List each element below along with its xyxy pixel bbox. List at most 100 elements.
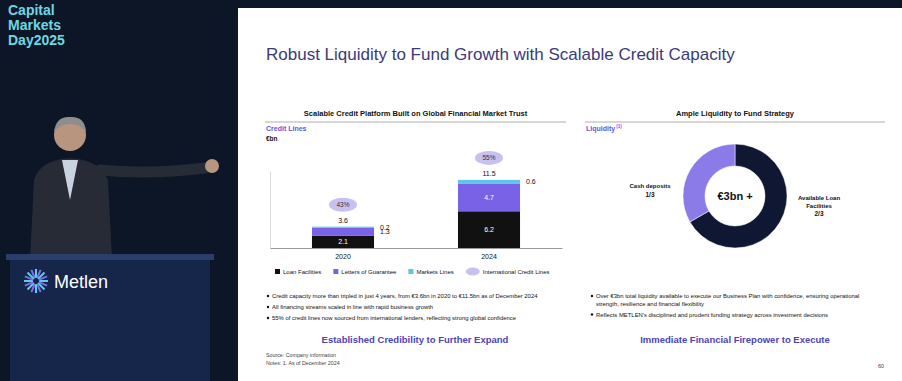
speaker-shirt	[62, 160, 78, 200]
bars	[312, 180, 520, 248]
bar-segment	[458, 183, 520, 211]
podium-top	[6, 254, 214, 260]
slice-category: Available Loan Facilities	[798, 195, 840, 209]
total-label: 3.6	[338, 217, 348, 224]
text-line: strength, resilience and financial flexi…	[596, 301, 704, 307]
section-footer: Immediate Financial Firepower to Execute	[640, 334, 830, 345]
text-line: Cash deposits	[629, 183, 671, 189]
data-label: 0.6	[526, 178, 536, 185]
podium-front	[10, 258, 210, 381]
y-axis-line	[270, 172, 271, 249]
legend-label: Letters of Guarantee	[341, 269, 397, 275]
total-label: 11.5	[482, 170, 495, 177]
bullet-text: Reflects METLEN's disciplined and pruden…	[596, 312, 828, 318]
data-label: 4.7	[484, 194, 494, 201]
podium-logo-text: Metlen	[54, 272, 108, 292]
data-label: 2.1	[338, 238, 348, 245]
y-axis	[270, 172, 271, 249]
donut-center-label: €3bn +	[717, 190, 752, 202]
podium-logo-icon	[24, 269, 48, 293]
logo-ray	[37, 284, 40, 292]
slice-value-label: 2/3	[814, 210, 823, 217]
section-rule	[265, 122, 566, 123]
speaker-hand	[205, 159, 219, 173]
chart-subtitle-note: (1)	[616, 124, 622, 129]
bar-segment	[458, 180, 520, 184]
legend: Loan Facilities Letters of Guarantee Marke…	[275, 268, 549, 276]
bar-segment	[458, 211, 520, 248]
text-line: Facilities	[806, 203, 832, 209]
bar-segment	[312, 227, 374, 228]
bar-segment	[312, 236, 374, 248]
legend-swatch	[333, 269, 338, 274]
donut-slice	[683, 144, 735, 222]
stage: CapitalMarketsDay2025 Metlen	[6, 2, 219, 381]
section-footer: Established Credibility to Further Expan…	[322, 334, 509, 345]
legend-label: Loan Facilities	[283, 269, 321, 275]
legend-swatch	[275, 269, 280, 274]
event-title: Day2025	[8, 32, 65, 48]
logo-ray	[39, 276, 47, 279]
text-line: 55% of credit lines now sourced from int…	[272, 315, 517, 321]
text-line: Over €3bn total liquidity available to e…	[596, 293, 859, 299]
slide	[238, 8, 902, 381]
international-share-badge	[475, 151, 503, 165]
bullet-dot	[591, 313, 593, 315]
x-tick-label: 2020	[335, 253, 351, 260]
x-axis-line	[271, 248, 563, 249]
y-axis-title: €bn	[266, 135, 278, 142]
text-line: Available Loan	[798, 195, 840, 201]
speaker-arm	[100, 168, 205, 172]
donut: €3bn +	[683, 144, 787, 248]
logo-ray	[24, 280, 33, 282]
text-line: Credit capacity more than tripled in jus…	[272, 293, 538, 299]
text-line: All financing streams scaled in line wit…	[272, 304, 433, 310]
bar-segment	[312, 228, 374, 236]
speaker-hair	[54, 117, 86, 132]
background	[0, 0, 902, 381]
page: CapitalMarketsDay2025 Metlen Robust Liquid…	[0, 0, 902, 381]
bullet-dot	[267, 317, 269, 319]
legend-label: International Credit Lines	[483, 269, 550, 275]
bullet-dot	[591, 295, 593, 297]
bullet-text: Over €3bn total liquidity available to e…	[596, 293, 859, 307]
logo-ray	[35, 269, 37, 278]
speaker	[30, 117, 219, 260]
logo-ray	[31, 270, 34, 278]
slice-value-label: 1/3	[645, 191, 654, 198]
logo-ray	[39, 280, 48, 282]
bullet-text: Credit capacity more than tripled in jus…	[272, 293, 538, 299]
section-rule	[585, 122, 885, 123]
international-share-label: 43%	[336, 201, 349, 208]
event-title: Capital	[8, 2, 55, 18]
event-title: Markets	[8, 17, 61, 33]
legend-label: Markets Lines	[416, 269, 453, 275]
podium: Metlen	[6, 254, 214, 381]
legend-swatch	[466, 268, 480, 276]
text-line: Reflects METLEN's disciplined and pruden…	[596, 312, 828, 318]
logo-ray	[35, 284, 37, 293]
legend-swatch	[408, 269, 413, 274]
bar-labels: 2.16.21.34.70.20.63.643%11.555%	[329, 151, 536, 245]
chart-subtitle: Credit Lines	[266, 125, 307, 132]
bullet-text: All financing streams scaled in line wit…	[272, 304, 433, 310]
slice-category: Cash deposits	[629, 183, 671, 189]
x-tick: 2024	[481, 248, 497, 260]
notes: Notes: 1. As of December 2024	[266, 360, 340, 366]
international-share-label: 55%	[482, 154, 495, 161]
bullet-dot	[267, 306, 269, 308]
data-label: 0.2	[380, 224, 390, 231]
chart-subtitle-text: Liquidity	[586, 125, 615, 133]
section-title: Scalable Credit Platform Built on Global…	[304, 109, 528, 118]
chart-subtitle: Liquidity(1)	[586, 124, 622, 133]
x-axis: 2020 2024	[271, 248, 563, 260]
international-share-badge	[329, 198, 357, 212]
logo-ray	[25, 282, 33, 285]
x-tick-label: 2024	[481, 253, 497, 260]
slide-title: Robust Liquidity to Fund Growth with Sca…	[266, 45, 735, 64]
x-tick: 2020	[335, 248, 351, 260]
bullet-dot	[267, 295, 269, 297]
section-title: Ample Liquidity to Fund Strategy	[676, 109, 795, 118]
source-note: Source: Company information	[266, 352, 336, 358]
bullet-text: 55% of credit lines now sourced from int…	[272, 315, 517, 321]
